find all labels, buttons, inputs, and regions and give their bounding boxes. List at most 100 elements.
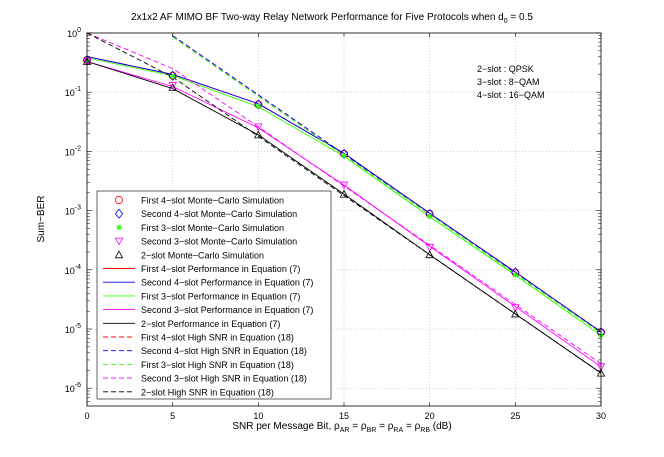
data-point [168,83,177,91]
chart-title-sub: 0 [504,18,508,25]
legend-label: 2−slot Monte−Carlo Simulation [141,250,264,260]
data-point [427,213,433,219]
y-tick-exp: -6 [75,382,81,389]
modulation-annotation: 2−slot : QPSK 3−slot : 8−QAM 4−slot : 16… [477,64,545,100]
x-tick-label: 15 [339,411,349,421]
data-point [511,304,520,313]
x-label-unit: (dB) [430,421,452,432]
y-tick-base: 10 [65,88,75,98]
chart-title: 2x1x2 AF MIMO BF Two-way Relay Network P… [131,12,533,25]
data-point [339,181,349,190]
legend-entry: First 4−slot High SNR in Equation (18) [103,333,294,343]
legend-label: Second 3−slot High SNR in Equation (18) [141,374,307,384]
x-label-sub-rb: RB [420,427,430,434]
y-axis-label: Sum−BER [36,196,47,243]
legend-marker [114,250,124,259]
y-tick-label: 10-4 [65,264,81,276]
legend-entry: 2−slot Monte−Carlo Simulation [114,250,264,260]
x-tick-label: 25 [510,411,520,421]
legend-marker [114,208,124,219]
legend-label: First 3−slot Performance in Equation (7) [141,291,300,301]
legend-label: First 4−slot Performance in Equation (7) [141,264,300,274]
legend-entry: 2−slot Performance in Equation (7) [103,319,280,329]
y-tick-base: 10 [67,29,77,39]
data-point [341,152,347,159]
y-tick-base: 10 [65,384,75,394]
legend-label: First 4−slot High SNR in Equation (18) [141,333,294,343]
legend-marker [115,195,124,204]
y-tick-label: 10-3 [65,205,81,217]
data-point [425,250,434,259]
x-tick-label: 0 [84,411,89,421]
y-tick-exp: -5 [75,323,81,330]
data-point [168,70,177,81]
legend-label: First 4−slot Monte−Carlo Simulation [141,196,284,206]
x-label-eq-2: = [376,421,387,432]
legend-label: Second 3−slot Monte−Carlo Simulation [141,237,297,247]
x-tick-label: 30 [596,411,606,421]
data-point [254,123,263,132]
data-point [254,130,263,139]
chart-title-tail: = 0.5 [508,12,534,23]
x-label-rho-4: ρ [415,421,421,432]
x-label-sub-ar: AR [340,427,350,434]
x-tick-label: 5 [170,411,175,421]
legend-entry: Second 4−slot High SNR in Equation (18) [103,346,307,356]
legend-marker [116,224,122,230]
y-tick-label: 100 [67,27,81,39]
data-point [254,99,263,110]
x-axis-ticks: 0 5 10 15 20 25 30 [84,33,606,421]
legend-box [96,190,332,400]
legend-entry: First 4−slot Monte−Carlo Simulation [115,196,284,206]
series-12-line [172,35,601,333]
series-9-line [87,61,601,368]
x-label-prefix: SNR per Message Bit, [232,421,334,432]
legend-marker [114,237,124,246]
x-tick-label: 10 [253,411,263,421]
y-tick-exp: -4 [75,264,81,271]
legend-entry: First 3−slot High SNR in Equation (18) [103,360,294,370]
legend-label: Second 4−slot Monte−Carlo Simulation [141,209,297,219]
annotation-line-1: 2−slot : QPSK [477,64,534,74]
x-label-rho-2: ρ [361,421,367,432]
y-tick-label: 10-5 [65,323,81,335]
legend-entry: Second 3−slot Performance in Equation (7… [103,305,313,315]
legend-entry: First 3−slot Performance in Equation (7) [103,291,300,301]
series-13-line [172,36,601,334]
y-tick-label: 10-6 [65,382,81,394]
y-tick-exp: -3 [75,205,81,212]
legend-label: First 3−slot High SNR in Equation (18) [141,360,294,370]
x-tick-label: 20 [425,411,435,421]
data-point [339,148,349,159]
legend-entry: 2−slot High SNR in Equation (18) [103,387,274,397]
legend-label: First 3−slot Monte−Carlo Simulation [141,223,284,233]
y-tick-base: 10 [65,266,75,276]
legend-entry: First 3−slot Monte−Carlo Simulation [116,223,284,233]
data-point [339,189,349,198]
annotation-line-3: 4−slot : 16−QAM [477,90,545,100]
y-tick-exp: -1 [75,86,81,93]
x-label-sub-ra: RA [393,427,403,434]
chart-title-main: 2x1x2 AF MIMO BF Two-way Relay Network P… [131,12,504,23]
y-tick-exp: 0 [77,27,81,34]
data-point [255,103,261,109]
data-point [512,272,518,278]
x-label-eq-1: = [349,421,360,432]
legend-label: Second 4−slot Performance in Equation (7… [141,278,313,288]
legend: First 4−slot Monte−Carlo Simulation Secon… [96,190,332,400]
legend-label: Second 3−slot Performance in Equation (7… [141,305,313,315]
y-tick-base: 10 [65,147,75,157]
legend-entry: Second 4−slot Performance in Equation (7… [103,278,313,288]
x-label-eq-3: = [403,421,414,432]
legend-entry: Second 3−slot Monte−Carlo Simulation [114,237,297,247]
legend-entry: Second 3−slot High SNR in Equation (18) [103,374,307,384]
legend-entry: Second 4−slot Monte−Carlo Simulation [114,208,297,219]
legend-label: Second 4−slot High SNR in Equation (18) [141,346,307,356]
legend-label: 2−slot High SNR in Equation (18) [141,387,274,397]
legend-entry: First 4−slot Performance in Equation (7) [103,264,300,274]
annotation-line-2: 3−slot : 8−QAM [477,77,540,87]
y-tick-base: 10 [65,207,75,217]
data-point [170,73,176,79]
